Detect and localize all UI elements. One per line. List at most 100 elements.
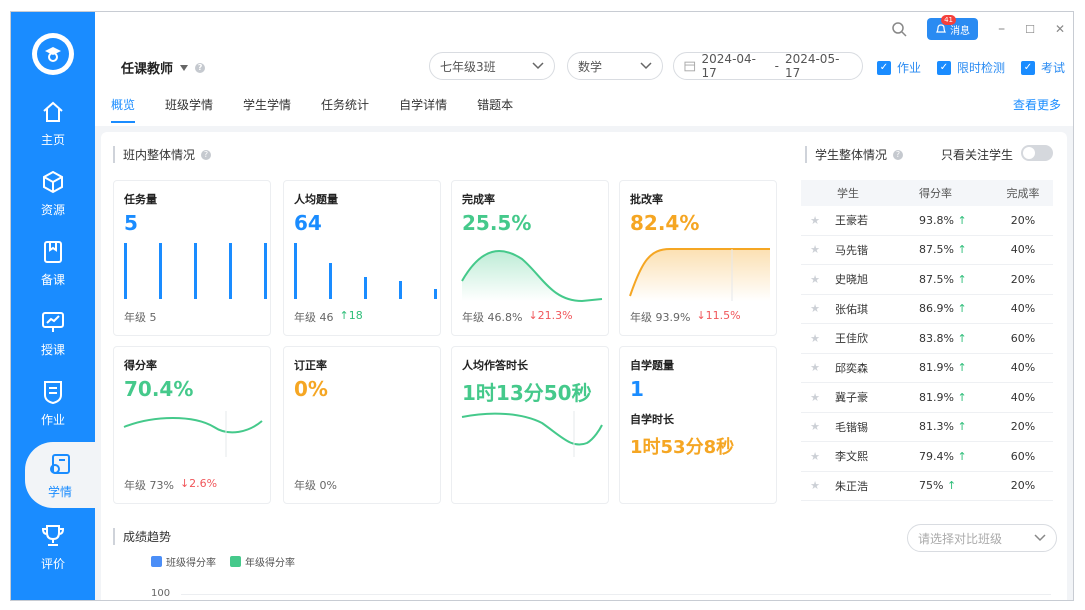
stat-footer: 年级 46 ↑18 [294, 309, 363, 325]
help-icon[interactable]: ? [195, 62, 206, 73]
arrow-up-icon: ↑ [339, 309, 349, 322]
checkbox-checked-icon: ✓ [877, 60, 891, 75]
stat-label: 人均题量 [294, 193, 338, 206]
student-row[interactable]: ★ 李文熙 79.4% ↑ 60% [801, 442, 1053, 472]
tab-overview[interactable]: 概览 [111, 96, 136, 123]
student-name: 史晓旭 [835, 273, 868, 287]
score-value: 81.9% [919, 361, 954, 375]
trend-title-text: 成绩趋势 [123, 530, 172, 544]
tab-self-study[interactable]: 自学详情 [399, 98, 448, 112]
student-row[interactable]: ★ 冀子豪 81.9% ↑ 40% [801, 383, 1053, 413]
presentation-icon [42, 311, 64, 332]
class-select[interactable]: 七年级3班 [429, 52, 555, 80]
role-selector[interactable]: 任课教师 ? [121, 58, 206, 77]
window-controls: 41 消息 – ☐ ✕ [891, 15, 1065, 40]
filter-timed-test[interactable]: ✓ 限时检测 [937, 59, 1005, 76]
minimize-button[interactable]: – [998, 21, 1006, 37]
arrow-up-icon: ↑ [957, 272, 967, 286]
cube-icon [43, 170, 63, 193]
star-icon[interactable]: ★ [810, 420, 820, 434]
arrow-up-icon: ↑ [957, 361, 967, 375]
arrow-down-icon: ↓ [528, 309, 538, 322]
student-completion: 20% [1010, 420, 1036, 434]
student-score: 81.9% ↑ [919, 361, 993, 374]
maximize-button[interactable]: ☐ [1025, 22, 1035, 36]
star-icon[interactable]: ★ [810, 302, 820, 316]
star-icon[interactable]: ★ [810, 361, 820, 375]
stat-label: 得分率 [124, 359, 157, 372]
stat-chart [461, 411, 603, 457]
score-value: 87.5% [919, 272, 954, 286]
legend-grade[interactable]: 年级得分率 [230, 554, 295, 569]
sidebar-item-2[interactable]: 备课 [11, 230, 95, 296]
filter-exam[interactable]: ✓ 考试 [1021, 59, 1065, 76]
stat-card: 任务量 5 年级 5 [113, 180, 271, 336]
date-range-picker[interactable]: 2024-04-17 - 2024-05-17 [673, 52, 863, 80]
tab-task-stats[interactable]: 任务统计 [321, 98, 370, 112]
stat-label: 任务量 [124, 193, 157, 206]
tab-mistake-book[interactable]: 错题本 [477, 98, 514, 112]
main-area: 41 消息 – ☐ ✕ 任课教师 ? 七年级3班 数学 [95, 12, 1073, 600]
star-icon[interactable]: ★ [810, 331, 820, 345]
star-icon[interactable]: ★ [810, 390, 820, 404]
compare-class-select[interactable]: 请选择对比班级 [907, 524, 1057, 552]
student-row[interactable]: ★ 王佳欣 83.8% ↑ 60% [801, 324, 1053, 354]
student-overview-title: 学生整体情况 ? [805, 146, 904, 163]
score-value: 86.9% [919, 302, 954, 316]
sidebar-item-label: 备课 [40, 272, 65, 287]
star-icon[interactable]: ★ [810, 213, 820, 227]
student-row[interactable]: ★ 史晓旭 87.5% ↑ 20% [801, 265, 1053, 295]
search-icon[interactable] [891, 21, 907, 37]
stat-label: 人均作答时长 [462, 359, 528, 372]
sidebar-item-5[interactable]: 学情 [25, 442, 95, 508]
sidebar-item-6[interactable]: 评价 [11, 514, 95, 580]
grade-value: 年级 93.9% [630, 311, 691, 324]
sidebar-item-0[interactable]: 主页 [11, 90, 95, 156]
score-value: 93.8% [919, 213, 954, 227]
help-icon[interactable]: ? [201, 149, 212, 160]
trend-ytick: 100 [151, 588, 171, 599]
sidebar-item-4[interactable]: 作业 [11, 370, 95, 436]
star-icon[interactable]: ★ [810, 449, 820, 463]
stat-label: 完成率 [462, 193, 495, 206]
student-row[interactable]: ★ 张佑琪 86.9% ↑ 40% [801, 295, 1053, 324]
student-score: 86.9% ↑ [919, 302, 993, 315]
message-count-badge: 41 [941, 15, 956, 25]
stat-card: 订正率 0% 年级 0% [283, 346, 441, 504]
help-icon[interactable]: ? [893, 149, 904, 160]
subject-select-value: 数学 [578, 59, 603, 74]
bar [399, 281, 402, 299]
star-icon[interactable]: ★ [810, 272, 820, 286]
class-overview-title: 班内整体情况 ? [113, 146, 212, 163]
grade-value: 年级 46.8% [462, 311, 523, 324]
student-row[interactable]: ★ 王豪若 93.8% ↑ 20% [801, 206, 1053, 236]
bar [434, 289, 437, 299]
student-completion: 60% [1010, 331, 1036, 345]
student-row[interactable]: ★ 邱奕森 81.9% ↑ 40% [801, 354, 1053, 383]
learning-data-icon [50, 453, 70, 474]
tab-class-learning[interactable]: 班级学情 [165, 98, 214, 112]
messages-button[interactable]: 41 消息 [927, 15, 979, 40]
student-row[interactable]: ★ 毛锴锡 81.3% ↑ 20% [801, 413, 1053, 442]
sidebar-item-label: 评价 [40, 556, 65, 571]
close-button[interactable]: ✕ [1054, 22, 1065, 36]
sidebar-item-1[interactable]: 资源 [11, 160, 95, 226]
focus-only-toggle[interactable] [1021, 145, 1053, 161]
star-icon[interactable]: ★ [810, 243, 820, 257]
student-name: 王佳欣 [835, 332, 868, 346]
star-icon[interactable]: ★ [810, 479, 820, 493]
delta-value: 21.3% [537, 309, 573, 322]
legend-class[interactable]: 班级得分率 [151, 554, 216, 569]
checkbox-checked-icon: ✓ [937, 60, 951, 75]
tab-student-learning[interactable]: 学生学情 [243, 98, 292, 112]
student-row[interactable]: ★ 朱正浩 75% ↑ 20% [801, 472, 1053, 501]
focus-only-label: 只看关注学生 [941, 148, 1014, 162]
sidebar-item-3[interactable]: 授课 [11, 300, 95, 366]
score-value: 79.4% [919, 449, 954, 463]
student-row[interactable]: ★ 马先锴 87.5% ↑ 40% [801, 236, 1053, 265]
student-completion: 20% [1010, 479, 1036, 493]
sidebar-item-label: 授课 [40, 342, 65, 357]
view-more-link[interactable]: 查看更多 [1012, 98, 1061, 112]
filter-homework[interactable]: ✓ 作业 [877, 59, 921, 76]
subject-select[interactable]: 数学 [567, 52, 663, 80]
